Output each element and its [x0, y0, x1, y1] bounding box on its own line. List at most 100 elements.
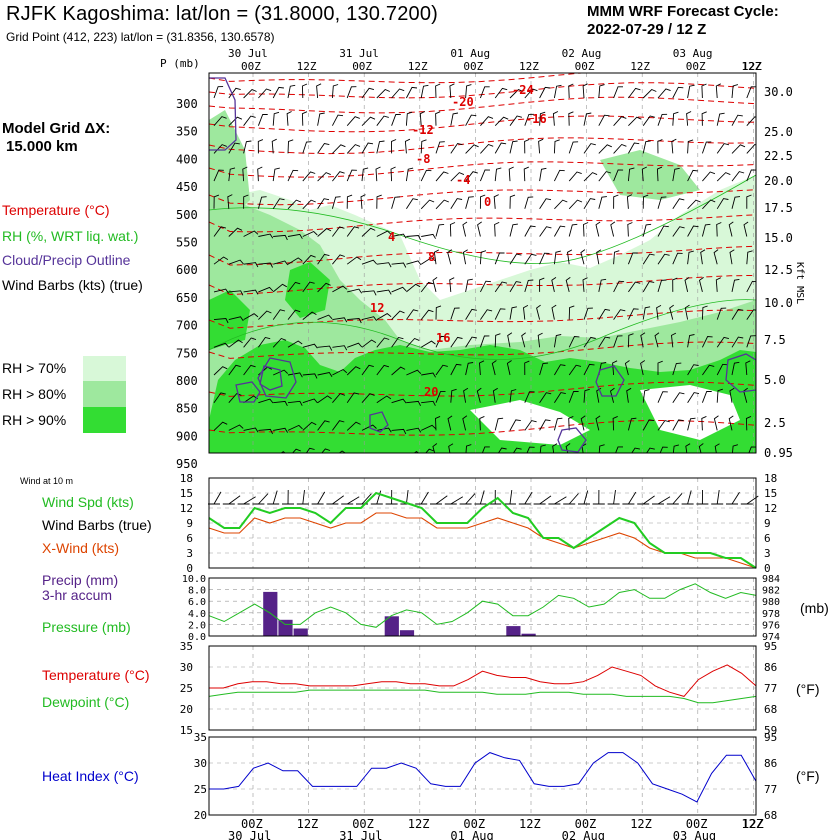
wind-barb	[567, 249, 573, 265]
pressure-tick: 650	[176, 291, 198, 305]
isotherm	[209, 82, 756, 99]
wind-barb	[361, 259, 377, 265]
surface-barb	[252, 493, 269, 505]
wind-barb	[228, 316, 244, 322]
wind-barb	[462, 249, 468, 265]
bottom-hour-tick: 12Z	[741, 817, 763, 831]
wind-barb	[729, 387, 735, 403]
isotherm	[209, 309, 756, 329]
cross-section-wind-barbs	[213, 83, 756, 461]
bottom-date-tick: 03 Aug	[673, 829, 716, 840]
legend-rh80: RH > 80%	[2, 386, 67, 402]
pressure-tick: 550	[176, 236, 198, 250]
height-tick: 17.5	[764, 201, 793, 215]
temp-ticks-right: 95 86 77 68 59	[764, 640, 777, 737]
wind-barb	[271, 138, 277, 154]
wind-barb	[332, 317, 348, 323]
wind-barb	[258, 455, 273, 459]
wind-barb	[243, 230, 259, 237]
wind-barb	[377, 457, 391, 461]
pressure-tick: 800	[176, 374, 198, 388]
axis-tick: 15	[764, 487, 777, 500]
wind-barb	[258, 262, 274, 268]
top-date-tick: 01 Aug	[450, 47, 490, 60]
precip-bars	[263, 591, 536, 636]
wind-barb	[227, 194, 233, 209]
wind-barb	[716, 112, 725, 126]
wind-barb	[317, 314, 333, 321]
top-hour-tick: 00Z	[352, 60, 372, 73]
wind-barb	[213, 194, 220, 209]
wind-barb	[687, 334, 695, 348]
surface-barb	[563, 493, 579, 505]
wind-barb	[391, 262, 407, 268]
wind-barb	[745, 360, 751, 376]
axis-tick: 18	[180, 472, 193, 485]
wind-barb	[684, 277, 690, 292]
wind-barb	[479, 194, 486, 209]
wind-barb	[479, 250, 487, 265]
pressure-tick: 350	[176, 125, 198, 139]
wind-barb	[376, 337, 390, 348]
wind-barb	[272, 283, 288, 293]
wind-barb	[480, 143, 494, 154]
axis-tick: 6.0	[188, 597, 206, 608]
wind-barb	[213, 318, 229, 324]
wind-barb	[494, 116, 509, 127]
wind-barb	[657, 196, 667, 209]
legend-swatch-rh80	[83, 381, 126, 407]
wind-barb	[213, 366, 228, 376]
wind-barb	[553, 417, 563, 431]
surface-barb	[208, 491, 222, 505]
wind-barb	[376, 88, 390, 99]
axis-tick: 0.0	[188, 632, 206, 643]
wind-barb	[272, 337, 287, 348]
wind-barb	[317, 228, 332, 237]
wind-barb	[627, 252, 638, 265]
precip-bar	[399, 630, 415, 636]
wind-barb	[376, 395, 392, 404]
wind-barb	[465, 144, 479, 154]
wind-barb	[361, 316, 377, 322]
wind-barb	[642, 115, 656, 126]
wind-barb	[598, 278, 607, 292]
wind-barb	[657, 113, 668, 126]
pressure-tick: 450	[176, 180, 198, 194]
wind-barb	[480, 116, 494, 126]
wind-barb	[331, 84, 339, 99]
wind-barb	[375, 166, 381, 182]
surface-barb	[726, 491, 740, 505]
wind-barb	[480, 309, 493, 320]
wind-barb	[450, 172, 465, 182]
bottom-hour-tick: 12Z	[630, 817, 652, 831]
wind-barb	[568, 305, 575, 320]
wind-barb	[448, 443, 454, 453]
surface-barb	[637, 495, 655, 505]
wind-barb	[671, 332, 677, 348]
surface-barb	[518, 491, 533, 505]
axis-tick: 35	[194, 731, 207, 744]
wind-barb	[524, 113, 534, 126]
wind-barb	[463, 387, 469, 403]
wind-barb	[214, 454, 229, 458]
wind-barb	[627, 333, 634, 348]
height-tick: 2.5	[764, 416, 786, 430]
label-heat-index: Heat Index (°C)	[42, 768, 139, 784]
height-tick: 20.0	[764, 174, 793, 188]
wind-barb	[494, 252, 505, 265]
wind-barb	[346, 116, 360, 126]
wind-barb	[507, 332, 513, 348]
wind-barb	[391, 366, 406, 376]
label-precip: Precip (mm)	[42, 572, 119, 588]
wind-barb	[465, 362, 474, 376]
wind-barb	[462, 221, 468, 237]
wind-barb	[714, 443, 720, 453]
wind-barb	[243, 427, 259, 433]
heat-ticks-left: 35 30 25 20	[194, 731, 207, 822]
wind-barb	[421, 424, 437, 431]
pressure-tick: 300	[176, 97, 198, 111]
wind-barb	[642, 223, 652, 237]
wind-barb	[421, 400, 436, 406]
label-xwind: X-Wind (kts)	[42, 540, 119, 556]
wind-barb	[391, 113, 401, 126]
